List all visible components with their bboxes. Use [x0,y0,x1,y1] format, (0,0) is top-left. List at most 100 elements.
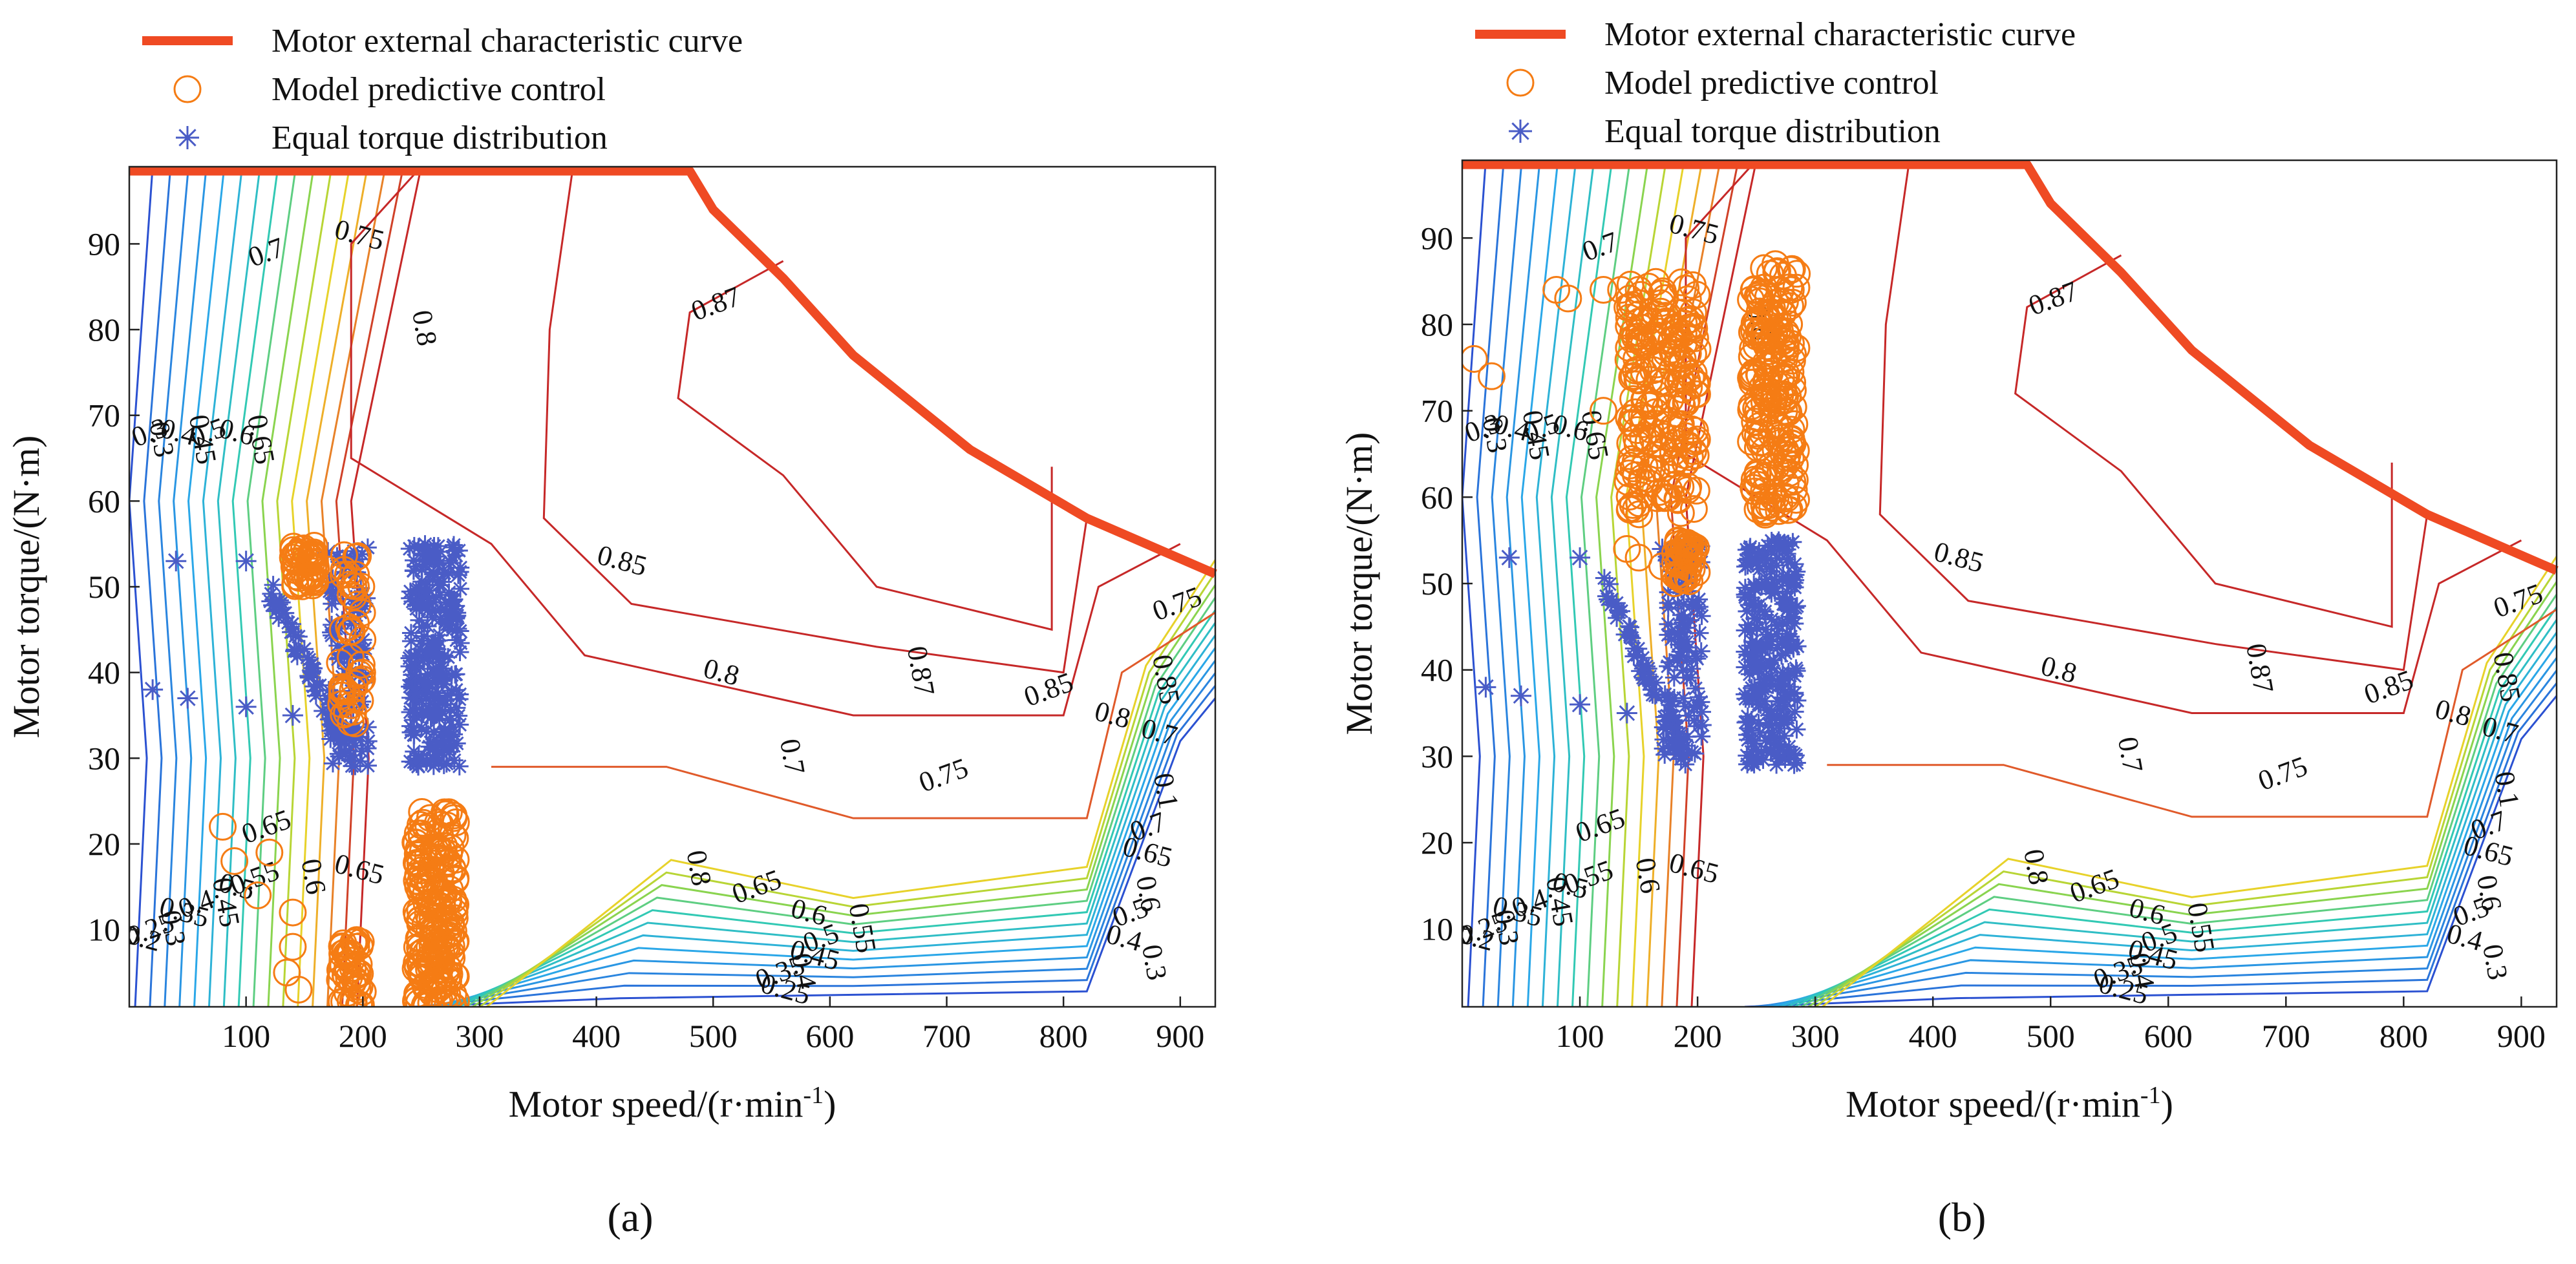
equal-torque-point [1769,750,1788,768]
mpc-point [428,889,456,917]
contour-line-bottom [485,559,1215,1007]
mpc-point [1674,285,1702,313]
contour-line-08 [1685,160,2522,715]
equal-torque-point [1762,701,1781,720]
efficiency-contours [129,167,1215,1007]
mpc-point [342,543,370,571]
mpc-point [1635,392,1664,420]
contour-label: 0.3 [1476,415,1514,456]
equal-torque-point [440,711,459,730]
mpc-point [341,709,369,737]
contour-label: 0.75 [2489,577,2547,624]
contour-label: 0.1 [1147,771,1185,812]
mpc-point [1761,304,1789,333]
external-characteristic-curve [129,166,1217,578]
contour-line-07 [1827,608,2557,818]
y-tick-label: 70 [1421,393,1453,429]
mpc-point [1743,461,1772,489]
contour-line-left [1550,160,1595,1007]
equal-torque-point [323,584,341,602]
equal-torque-point [1570,694,1591,715]
y-tick-label: 40 [1421,652,1453,688]
equal-torque-point [1752,577,1771,596]
mpc-point [1621,357,1650,385]
contour-line-left [217,167,261,1007]
equal-torque-point [1690,624,1709,642]
contour-line-left [1462,160,1487,1007]
contour-label: 0.3 [155,908,193,949]
equal-torque-point [1679,706,1698,725]
plot-area: 0.30.40.450.50.60.650.7 0.750.80.870.850.… [1462,160,2557,1007]
mpc-point [279,932,307,961]
mpc-point [435,839,463,868]
legend-circle-icon [1506,68,1535,97]
contour-label: 0.4 [785,951,823,991]
mpc-point [1621,447,1650,476]
mpc-point [327,690,356,719]
equal-torque-point [1655,745,1674,764]
mpc-point [1670,565,1699,594]
mpc-point [1639,424,1667,452]
mpc-point [1676,443,1704,472]
contour-line-bottom [1751,682,2557,1007]
mpc-point [1778,255,1806,283]
mpc-point [1640,326,1668,354]
contour-line-bottom [1786,619,2557,1007]
legend-star-icon [176,126,199,149]
mpc-point [432,849,461,878]
equal-torque-point [416,535,434,554]
equal-torque-point [1674,595,1693,614]
mpc-point [339,675,367,704]
equal-torque-point [412,719,431,737]
equal-torque-point [450,757,469,775]
mpc-point [1776,444,1805,472]
x-tick-label: 500 [2027,1018,2075,1054]
mpc-point [1779,393,1807,421]
x-tick-label: 400 [572,1018,621,1054]
mpc-point [1677,415,1706,443]
equal-torque-point [1762,610,1781,629]
mpc-series [209,531,470,1007]
equal-torque-point [437,754,456,773]
equal-torque-point [336,744,355,763]
mpc-point [1679,495,1708,523]
x-tick-label: 300 [1791,1018,1840,1054]
contour-line-bottom [472,584,1215,1007]
mpc-point [1663,470,1692,498]
y-axis-label: Motor torque/(N·m) [1338,432,1380,735]
x-tick-label: 500 [689,1018,738,1054]
equal-torque-point [432,731,451,750]
y-tick-label: 80 [1421,306,1453,342]
mpc-point [1647,419,1676,448]
mpc-point [1664,486,1692,514]
contour-line-bottom [430,660,1215,1007]
legend: Motor external characteristic curve Model… [1475,16,2076,150]
external-characteristic-curve [1462,160,2559,575]
equal-torque-point [177,688,198,709]
y-tick-label: 10 [1421,911,1453,947]
contour-line-087 [2014,254,2393,628]
equal-torque-point [1745,677,1763,695]
mpc-point [328,677,357,706]
contour-label: 0.7 [774,736,811,777]
contour-line-left [158,167,190,1007]
equal-torque-point [1743,632,1762,651]
mpc-point [282,556,310,585]
mpc-point [439,980,467,1007]
mpc-point [1777,425,1805,453]
mpc-point [1770,345,1798,374]
y-tick-label: 20 [1421,825,1453,861]
mpc-point [1742,307,1771,335]
mpc-point [1624,276,1653,304]
x-tick-label: 200 [339,1018,387,1054]
contour-line-bottom [1780,631,2557,1007]
y-tick-label: 40 [88,655,120,691]
mpc-point [403,933,431,962]
mpc-point [432,933,461,962]
mpc-point [335,939,364,967]
equal-torque-point [1671,735,1690,754]
contour-label: 0.8 [406,308,443,348]
equal-torque-point [270,609,288,627]
mpc-point [1737,427,1765,456]
equal-torque-point [401,717,420,735]
